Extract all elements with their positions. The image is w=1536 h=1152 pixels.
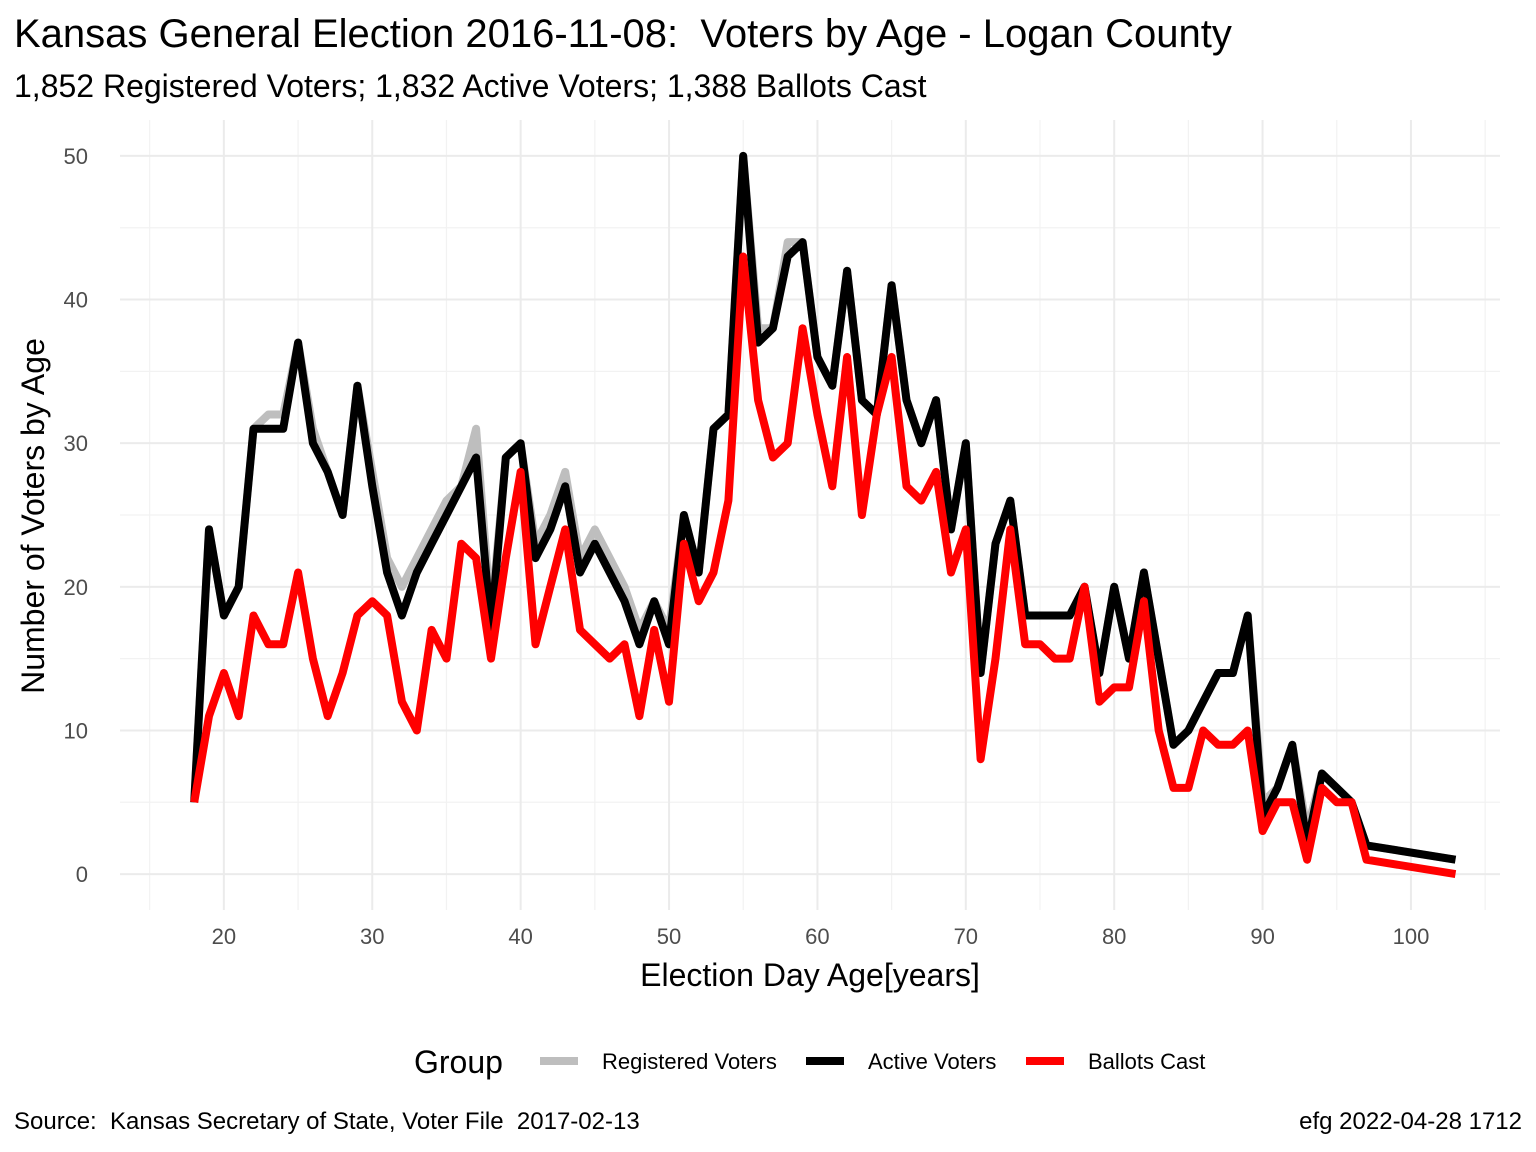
y-tick-label: 40 <box>64 288 88 313</box>
legend-label-registered-voters: Registered Voters <box>602 1049 777 1074</box>
series-lines <box>190 151 1457 879</box>
legend-label-ballots-cast: Ballots Cast <box>1088 1049 1205 1074</box>
x-axis-title: Election Day Age[years] <box>640 957 980 993</box>
series-line-registered-voters <box>190 151 1457 864</box>
chart-subtitle: 1,852 Registered Voters; 1,832 Active Vo… <box>14 68 927 104</box>
series-line-ballots-cast <box>190 252 1457 879</box>
y-tick-label: 50 <box>64 144 88 169</box>
y-tick-label: 10 <box>64 718 88 743</box>
x-tick-label: 30 <box>360 924 384 949</box>
x-tick-label: 90 <box>1250 924 1274 949</box>
x-tick-label: 100 <box>1393 924 1430 949</box>
chart-title: Kansas General Election 2016-11-08: Vote… <box>14 12 1232 56</box>
y-tick-label: 0 <box>76 862 88 887</box>
tick-labels: 20 30 40 50 60 70 80 90 100 0 10 20 30 40 50 <box>64 144 1430 949</box>
x-tick-label: 80 <box>1102 924 1126 949</box>
x-tick-label: 50 <box>657 924 681 949</box>
line-chart: 20 30 40 50 60 70 80 90 100 0 10 20 30 40 50 Election … <box>15 120 1500 1080</box>
series-line-active-voters <box>190 151 1457 864</box>
y-tick-label: 30 <box>64 431 88 456</box>
x-tick-label: 70 <box>954 924 978 949</box>
x-tick-label: 40 <box>508 924 532 949</box>
y-axis-title: Number of Voters by Age <box>15 338 51 694</box>
source-caption: Source: Kansas Secretary of State, Voter… <box>14 1108 640 1135</box>
author-caption: efg 2022-04-28 1712 <box>1299 1108 1522 1135</box>
legend: Group Registered Voters Active Voters Ball… <box>414 1044 1205 1080</box>
legend-title: Group <box>414 1044 503 1080</box>
legend-label-active-voters: Active Voters <box>868 1049 996 1074</box>
x-tick-label: 20 <box>212 924 236 949</box>
y-tick-label: 20 <box>64 575 88 600</box>
grid-lines <box>120 120 1500 910</box>
x-tick-label: 60 <box>805 924 829 949</box>
